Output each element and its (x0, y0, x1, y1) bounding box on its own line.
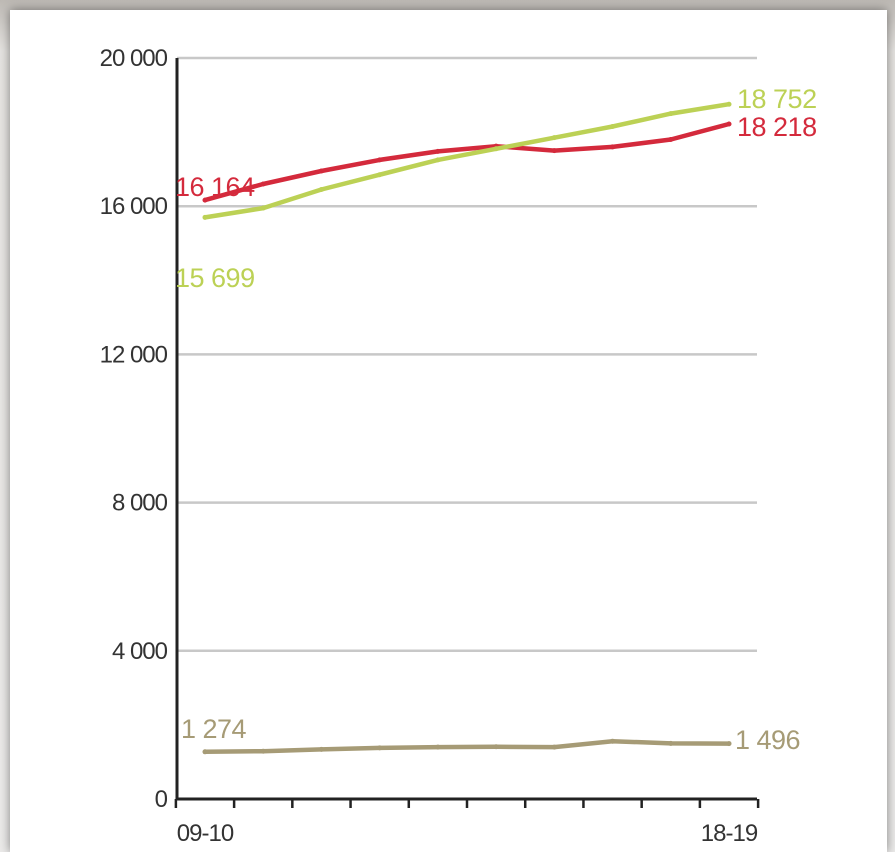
data-point (551, 135, 557, 141)
data-point (435, 148, 441, 154)
data-point (377, 157, 383, 163)
data-point (610, 124, 616, 130)
data-point (726, 101, 732, 107)
end-value-label: 1 496 (735, 725, 800, 755)
data-point (551, 148, 557, 154)
x-tick-label: 09-10 (177, 820, 234, 847)
end-value-label: 18 218 (737, 112, 817, 142)
data-point (260, 205, 266, 211)
data-point (493, 146, 499, 152)
data-point (202, 749, 208, 755)
data-point (377, 172, 383, 178)
series-line-2 (202, 738, 732, 755)
data-point (377, 745, 383, 751)
axes (175, 58, 757, 801)
data-point (668, 740, 674, 746)
y-tick-label: 8 000 (112, 490, 168, 517)
data-point (668, 111, 674, 117)
data-point (260, 748, 266, 754)
data-point (318, 746, 324, 752)
end-value-label: 18 752 (737, 84, 817, 114)
data-point (435, 744, 441, 750)
y-tick-label: 20 000 (100, 45, 168, 72)
y-tick-label: 0 (155, 786, 168, 813)
y-tick-label: 16 000 (100, 193, 168, 220)
start-value-label: 15 699 (175, 263, 255, 293)
data-point (610, 144, 616, 150)
series-line-0 (202, 121, 732, 203)
y-tick-label: 12 000 (100, 341, 168, 368)
x-axis-ticks: 09-10 18-19 (174, 799, 760, 847)
y-tick-label: 4 000 (112, 638, 168, 665)
series-line-1 (202, 101, 732, 220)
data-point (202, 197, 208, 203)
data-point (435, 157, 441, 163)
data-point (260, 181, 266, 187)
start-value-label: 1 274 (181, 714, 247, 744)
value-labels: 16 164 18 218 15 699 18 752 1 274 1 496 (175, 84, 817, 755)
data-point (318, 168, 324, 174)
data-point (551, 744, 557, 750)
data-point (493, 744, 499, 750)
data-point (668, 137, 674, 143)
data-point (726, 741, 732, 747)
x-tick-label: 18-19 (701, 820, 758, 847)
series-lines (202, 101, 732, 755)
data-point (202, 214, 208, 220)
y-axis-ticks: 0 4 000 8 000 12 000 16 000 20 000 (100, 45, 169, 813)
data-point (610, 738, 616, 744)
data-point (318, 187, 324, 193)
start-value-label: 16 164 (175, 172, 255, 202)
data-point (726, 121, 732, 127)
